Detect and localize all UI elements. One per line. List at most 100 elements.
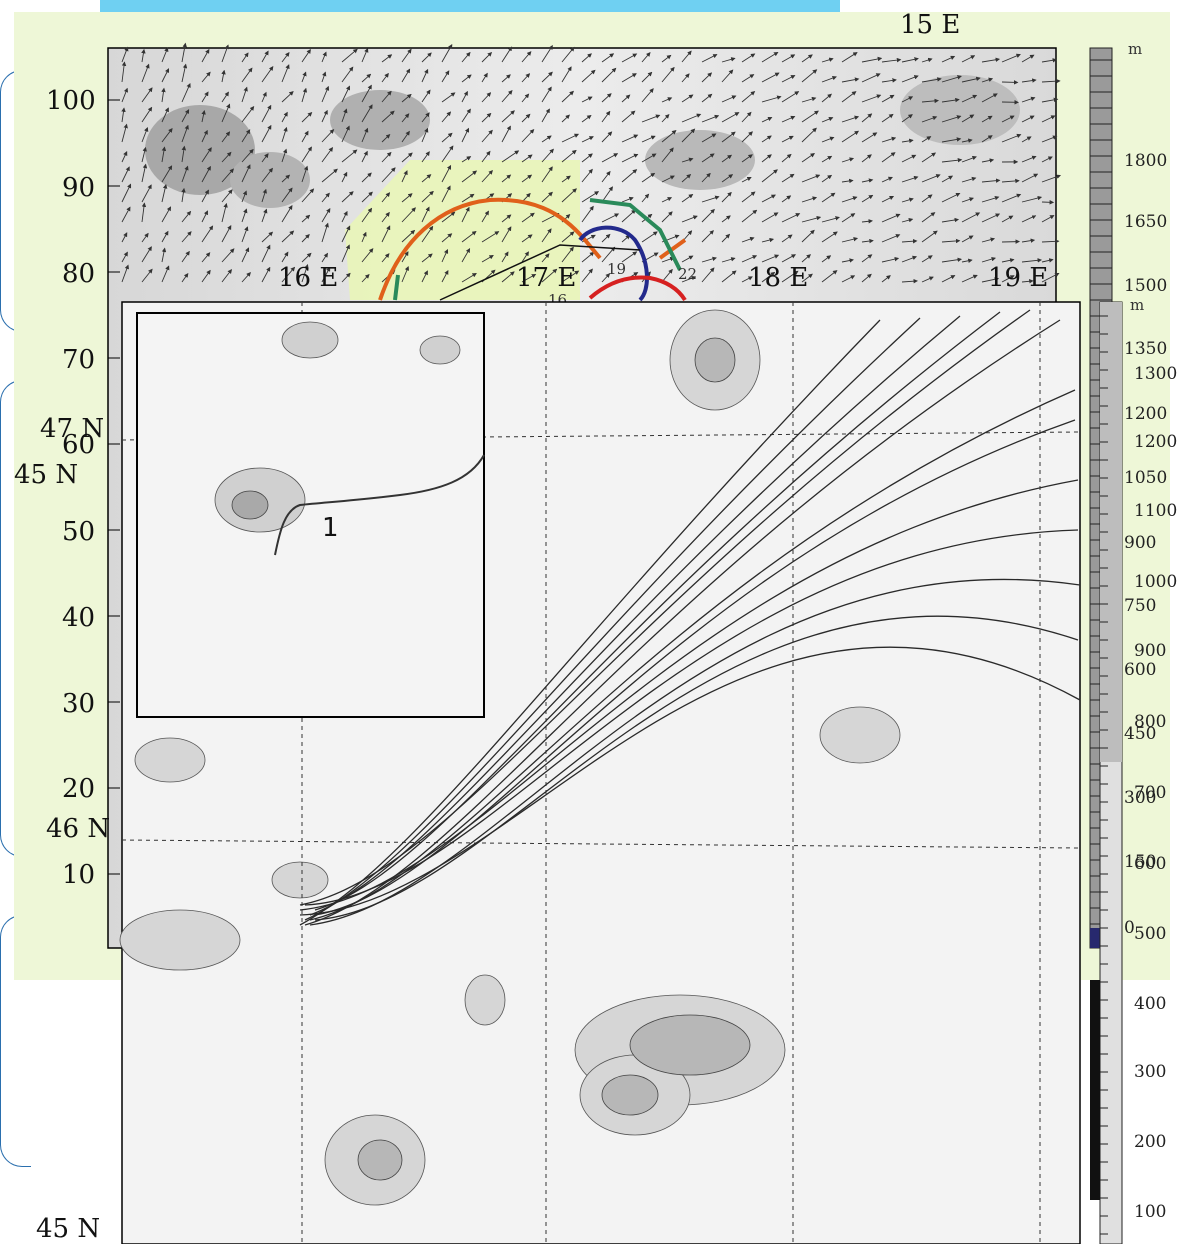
wind-vector (201, 129, 208, 143)
wind-vector (381, 192, 391, 203)
lat-label-left: 45 N (14, 460, 79, 490)
wind-vector (981, 135, 993, 143)
wind-vector (741, 131, 753, 143)
wind-vector (241, 208, 248, 223)
wind-vector (401, 93, 412, 103)
wind-vector (921, 115, 938, 123)
wind-vector (161, 230, 169, 243)
wind-vector (721, 174, 734, 183)
colorbar-label: 1350 (1124, 339, 1168, 359)
wind-vector (441, 43, 453, 63)
track-green (393, 198, 682, 301)
wind-vector (821, 255, 832, 263)
wind-vector (561, 246, 574, 263)
lat-label: 45 N (36, 1214, 101, 1244)
wind-vector (621, 234, 631, 243)
wind-vector (1001, 275, 1015, 283)
wind-vector (761, 135, 772, 143)
wind-vector (501, 174, 512, 183)
wind-vector (641, 71, 653, 83)
wind-vector (801, 69, 818, 83)
wind-vector (861, 154, 872, 163)
wind-vector (121, 46, 129, 63)
wind-vector (481, 231, 500, 243)
bottom-colorbar-ticks (1100, 315, 1108, 1235)
terrain-blob (645, 130, 755, 190)
wind-vector (681, 50, 692, 63)
wind-vector (241, 86, 248, 103)
wind-vector (301, 71, 307, 83)
wind-vector (901, 217, 914, 223)
wind-vector (201, 189, 209, 203)
wind-vector (981, 93, 998, 103)
wind-vector (1041, 156, 1053, 163)
trajectory-line (309, 315, 961, 916)
wind-vector (601, 233, 611, 243)
wind-vector (601, 131, 613, 143)
wind-vector (481, 210, 489, 223)
wind-vector (221, 269, 233, 283)
bottom-colorbar-upper (1100, 302, 1122, 762)
wind-vector (1021, 195, 1043, 203)
wind-vector (261, 66, 274, 83)
wind-vector (141, 146, 147, 163)
wind-vector (681, 73, 690, 83)
wind-vector (641, 88, 654, 103)
wind-vector (1021, 258, 1043, 263)
wind-vector (241, 52, 249, 63)
wind-vector (1041, 97, 1059, 103)
lon-label: 17 E (516, 263, 577, 293)
wind-vector (121, 251, 128, 263)
inset-map (136, 312, 485, 718)
wind-vector (521, 128, 535, 143)
wind-vector (801, 273, 813, 283)
wind-vector (201, 225, 214, 243)
wind-vector (601, 213, 620, 223)
inset-terrain-inner (231, 490, 269, 520)
wind-vector (541, 191, 553, 203)
wind-vector (581, 114, 592, 123)
wind-vector (741, 276, 753, 283)
wind-vector (601, 246, 616, 263)
wind-vector (701, 153, 715, 163)
wind-vector (741, 154, 753, 163)
wind-vector (341, 66, 354, 83)
wind-vector (221, 44, 229, 63)
wind-vector (841, 157, 855, 163)
wind-vector (741, 74, 755, 83)
wind-vector (641, 172, 656, 183)
wind-vector (921, 230, 938, 243)
wind-vector (981, 237, 996, 243)
wind-vector (221, 151, 232, 163)
wind-vector (841, 178, 854, 184)
wind-vector (441, 111, 452, 123)
wind-vector (161, 47, 169, 63)
wind-vector (281, 64, 290, 83)
wind-vector (181, 109, 190, 123)
wind-vector (781, 153, 792, 163)
wind-vector (841, 236, 859, 243)
y-tick-label: 30 (62, 689, 96, 719)
wind-vector (841, 91, 857, 103)
wind-vector (121, 232, 128, 243)
bottom-colorbar-label: 800 (1134, 712, 1167, 732)
wind-vector (361, 73, 372, 83)
wind-vector (461, 156, 472, 163)
wind-vector (281, 205, 293, 223)
colorbar-label: 300 (1124, 788, 1157, 808)
wind-vector (141, 232, 149, 243)
wind-vector (681, 113, 702, 123)
wind-vector (401, 207, 416, 223)
lat-label: 47 N (40, 414, 105, 444)
wind-vector (681, 94, 694, 103)
wind-vector (561, 188, 577, 203)
wind-vector (381, 133, 391, 143)
wind-vector (421, 112, 430, 123)
wind-vector (821, 155, 833, 163)
wind-vector (241, 129, 251, 143)
wind-vector (761, 271, 776, 283)
wind-vector (761, 237, 775, 243)
wind-vector (821, 216, 840, 223)
wind-vector (241, 67, 253, 83)
wind-vector (361, 127, 369, 143)
